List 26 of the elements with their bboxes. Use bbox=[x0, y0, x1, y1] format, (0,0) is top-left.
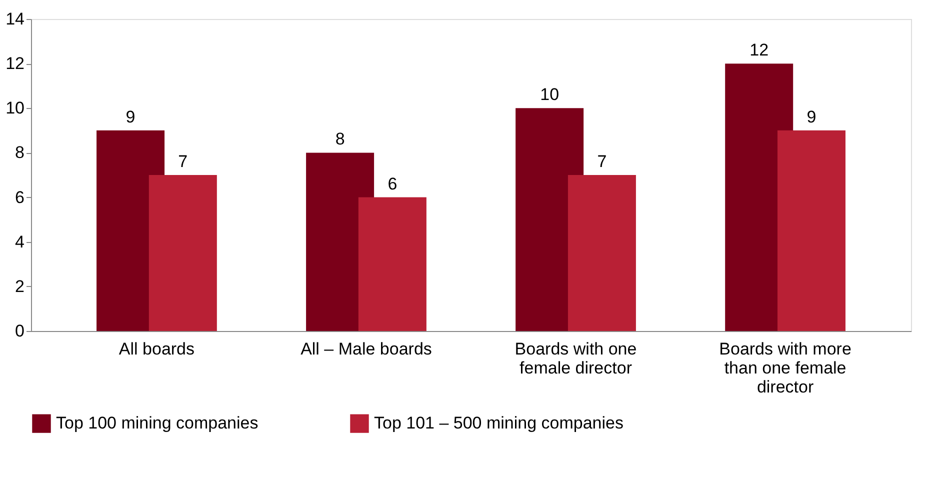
bar bbox=[358, 197, 426, 331]
y-tick-label: 6 bbox=[15, 188, 24, 207]
data-label: 12 bbox=[750, 40, 769, 60]
y-tick-label: 14 bbox=[6, 10, 24, 28]
data-label: 10 bbox=[540, 85, 560, 104]
legend-label: Top 101 – 500 mining companies bbox=[374, 414, 624, 433]
y-tick-label: 2 bbox=[15, 276, 24, 296]
data-label: 7 bbox=[178, 152, 188, 171]
x-tick-label: Boards with one female director bbox=[514, 340, 637, 378]
y-tick-label: 10 bbox=[6, 98, 24, 118]
bar bbox=[568, 175, 636, 331]
data-label: 6 bbox=[388, 174, 398, 194]
y-tick-label: 8 bbox=[15, 143, 24, 162]
data-label: 9 bbox=[126, 107, 136, 126]
x-tick-label: All boards bbox=[118, 340, 195, 358]
y-tick-label: 0 bbox=[15, 322, 24, 340]
data-label: 7 bbox=[597, 152, 607, 171]
legend-label: Top 100 mining companies bbox=[56, 414, 258, 433]
data-label: 9 bbox=[806, 107, 816, 126]
x-tick-label: Boards with more than one female director bbox=[719, 340, 852, 396]
bar bbox=[148, 175, 217, 331]
y-tick-label: 4 bbox=[15, 232, 24, 252]
y-tick-label: 12 bbox=[6, 54, 24, 74]
x-tick-label: All – Male boards bbox=[300, 340, 432, 358]
bar bbox=[777, 130, 846, 331]
data-label: 8 bbox=[335, 130, 345, 149]
